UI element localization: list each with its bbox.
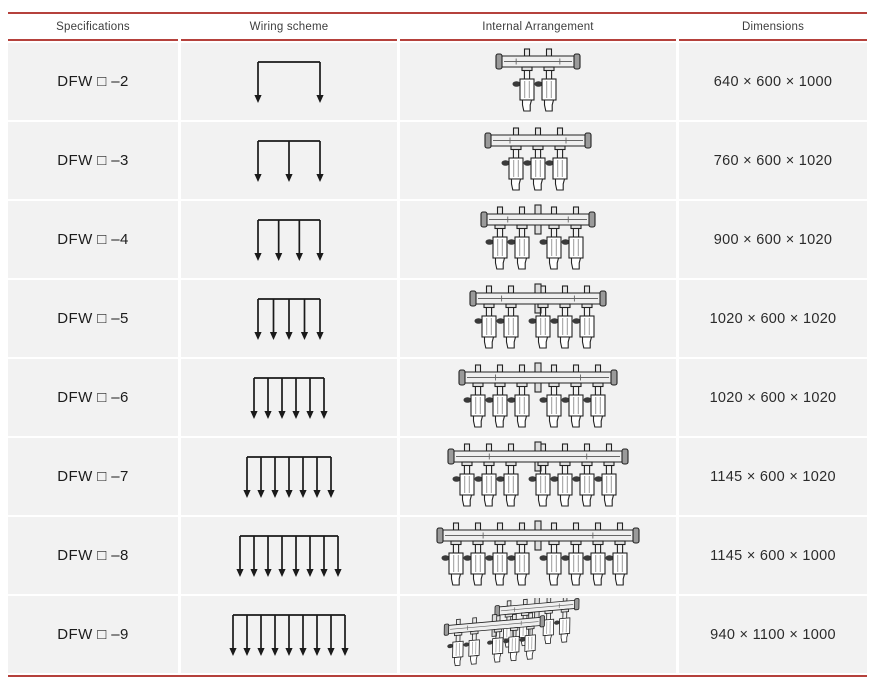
column-header-specifications: Specifications [8,14,178,41]
wiring-scheme-cell [181,122,397,199]
internal-arrangement-diagram [418,203,658,277]
spec-label: DFW □ –8 [8,517,178,594]
internal-arrangement-diagram [418,45,658,119]
wiring-scheme-cell [181,201,397,278]
wiring-diagram [204,53,374,111]
internal-arrangement-diagram [418,519,658,593]
spec-label: DFW □ –5 [8,280,178,357]
wiring-scheme-cell [181,517,397,594]
internal-arrangement-diagram [418,598,658,672]
internal-arrangement-diagram [418,282,658,356]
internal-arrangement-diagram [418,124,658,198]
dimensions-value: 1145 × 600 × 1000 [679,517,867,594]
column-header-wiring-scheme: Wiring scheme [181,14,397,41]
internal-arrangement-cell [400,122,676,199]
internal-arrangement-cell [400,280,676,357]
wiring-diagram [204,448,374,506]
dimensions-value: 1145 × 600 × 1020 [679,438,867,515]
wiring-scheme-cell [181,280,397,357]
column-header-internal-arrangement: Internal Arrangement [400,14,676,41]
column-header-dimensions: Dimensions [679,14,867,41]
internal-arrangement-diagram [418,440,658,514]
internal-arrangement-cell [400,201,676,278]
wiring-diagram [204,132,374,190]
dimensions-value: 1020 × 600 × 1020 [679,280,867,357]
dimensions-value: 940 × 1100 × 1000 [679,596,867,673]
wiring-diagram [204,527,374,585]
wiring-scheme-cell [181,43,397,120]
wiring-scheme-cell [181,438,397,515]
spec-label: DFW □ –4 [8,201,178,278]
wiring-diagram [204,369,374,427]
internal-arrangement-cell [400,517,676,594]
dimensions-value: 1020 × 600 × 1020 [679,359,867,436]
spec-label: DFW □ –7 [8,438,178,515]
internal-arrangement-diagram [418,361,658,435]
dimensions-value: 900 × 600 × 1020 [679,201,867,278]
wiring-diagram [204,606,374,664]
spec-label: DFW □ –2 [8,43,178,120]
wiring-scheme-cell [181,596,397,673]
spec-table: Specifications Wiring scheme Internal Ar… [8,12,867,677]
wiring-diagram [204,290,374,348]
table-grid: Specifications Wiring scheme Internal Ar… [8,14,867,673]
wiring-diagram [204,211,374,269]
internal-arrangement-cell [400,359,676,436]
spec-label: DFW □ –6 [8,359,178,436]
spec-label: DFW □ –3 [8,122,178,199]
spec-label: DFW □ –9 [8,596,178,673]
table-bottom-rule [8,675,867,677]
wiring-scheme-cell [181,359,397,436]
internal-arrangement-cell [400,596,676,673]
dimensions-value: 640 × 600 × 1000 [679,43,867,120]
internal-arrangement-cell [400,43,676,120]
dimensions-value: 760 × 600 × 1020 [679,122,867,199]
internal-arrangement-cell [400,438,676,515]
